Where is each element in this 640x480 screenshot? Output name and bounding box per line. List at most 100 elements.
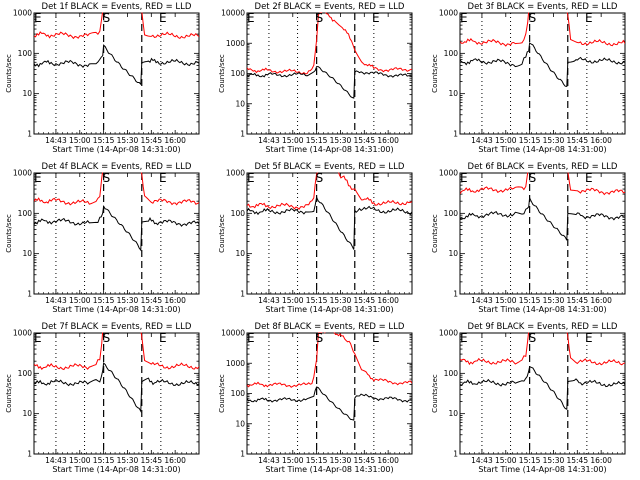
marker-e: E [460, 331, 468, 345]
marker-e: E [585, 331, 593, 345]
x-tick-label: 16:00 [164, 136, 186, 145]
y-tick-label: 10000 [221, 9, 245, 18]
marker-s: S [103, 331, 111, 345]
x-tick-label: 16:00 [164, 456, 186, 465]
panel-title: Det 2f BLACK = Events, RED = LLD [255, 2, 405, 12]
marker-e: E [372, 11, 380, 25]
marker-s: S [316, 331, 324, 345]
panel-det-4: Det 4f BLACK = Events, RED = LLD 1 10 100 10… [5, 162, 200, 314]
panel-det-8: Det 8f BLACK = Events, RED = LLD 1 10 100 10… [218, 322, 413, 474]
x-tick-label: 14:43 [471, 296, 493, 305]
y-tick-label: 10000 [221, 329, 245, 338]
y-axis-label: Counts/sec [5, 54, 13, 93]
x-axis-label: Start Time (14-Apr-08 14:31:00) [52, 305, 180, 314]
marker-e: E [159, 171, 167, 185]
x-tick-label: 15:15 [519, 456, 541, 465]
marker-e: E [247, 11, 255, 25]
x-tick-label: 15:30 [330, 456, 352, 465]
series-events-line [247, 195, 412, 250]
x-tick-label: 15:45 [140, 136, 162, 145]
x-axis-label: Start Time (14-Apr-08 14:31:00) [478, 145, 606, 154]
x-axis-label: Start Time (14-Apr-08 14:31:00) [478, 305, 606, 314]
y-tick-label: 100 [231, 209, 246, 218]
y-tick-label: 100 [444, 369, 459, 378]
x-tick-label: 14:43 [258, 136, 280, 145]
marker-e: E [34, 11, 42, 25]
x-tick-label: 15:45 [353, 136, 375, 145]
marker-e: E [34, 171, 42, 185]
marker-e: E [247, 171, 255, 185]
panel-title: Det 7f BLACK = Events, RED = LLD [42, 322, 192, 332]
y-tick-label: 1 [453, 290, 458, 299]
series-lld-line [34, 332, 199, 371]
marker-e: E [585, 171, 593, 185]
x-tick-label: 15:45 [140, 456, 162, 465]
y-tick-label: 10 [22, 409, 32, 418]
series-lld-line [247, 12, 412, 75]
panel-det-7: Det 7f BLACK = Events, RED = LLD 1 10 100 10… [5, 322, 200, 474]
y-tick-label: 100 [18, 369, 33, 378]
y-axis-label: Counts/sec [218, 54, 226, 93]
series-events-line [34, 362, 199, 413]
x-tick-label: 15:00 [282, 296, 304, 305]
panel-title: Det 8f BLACK = Events, RED = LLD [255, 322, 405, 332]
panel-det-6: Det 6f BLACK = Events, RED = LLD 1 10 100 10… [431, 162, 626, 314]
x-tick-label: 15:30 [117, 296, 139, 305]
x-tick-label: 16:00 [590, 456, 612, 465]
panel-title: Det 1f BLACK = Events, RED = LLD [42, 2, 192, 12]
y-tick-label: 10 [22, 249, 32, 258]
y-tick-label: 1 [27, 130, 32, 139]
y-axis-label: Counts/sec [218, 374, 226, 413]
x-tick-label: 15:00 [69, 296, 91, 305]
y-axis-label: Counts/sec [431, 54, 439, 93]
x-tick-label: 14:43 [471, 456, 493, 465]
panel-det-3: Det 3f BLACK = Events, RED = LLD 1 10 100 10… [431, 2, 626, 154]
x-axis-label: Start Time (14-Apr-08 14:31:00) [52, 465, 180, 474]
x-tick-label: 15:15 [306, 456, 328, 465]
plot-frame [33, 332, 200, 455]
marker-s: S [103, 171, 111, 185]
x-tick-label: 15:00 [282, 136, 304, 145]
x-tick-label: 15:30 [330, 136, 352, 145]
marker-e: E [585, 11, 593, 25]
x-tick-label: 14:43 [258, 296, 280, 305]
y-axis-label: Counts/sec [431, 374, 439, 413]
y-tick-label: 1000 [13, 9, 32, 18]
x-tick-label: 15:15 [519, 136, 541, 145]
x-axis-label: Start Time (14-Apr-08 14:31:00) [478, 465, 606, 474]
series-events-line [460, 366, 625, 410]
y-tick-label: 100 [444, 209, 459, 218]
x-axis-label: Start Time (14-Apr-08 14:31:00) [265, 305, 393, 314]
series-events-line [34, 44, 199, 86]
panel-title: Det 9f BLACK = Events, RED = LLD [468, 322, 618, 332]
y-tick-label: 1 [453, 130, 458, 139]
y-tick-label: 1000 [226, 39, 245, 48]
y-axis-label: Counts/sec [218, 214, 226, 253]
series-events-line [34, 205, 199, 252]
y-tick-label: 1000 [439, 9, 458, 18]
marker-e: E [159, 11, 167, 25]
plot-frame [459, 332, 626, 455]
marker-s: S [103, 11, 111, 25]
series-events-line [247, 66, 412, 99]
y-tick-label: 100 [18, 49, 33, 58]
x-tick-label: 15:30 [543, 456, 565, 465]
panel-title: Det 5f BLACK = Events, RED = LLD [255, 162, 405, 172]
x-tick-label: 15:30 [117, 456, 139, 465]
x-tick-label: 16:00 [377, 456, 399, 465]
x-tick-label: 15:45 [353, 296, 375, 305]
x-tick-label: 15:45 [566, 456, 588, 465]
x-tick-label: 15:30 [330, 296, 352, 305]
y-tick-label: 100 [231, 389, 246, 398]
y-tick-label: 1000 [226, 169, 245, 178]
x-tick-label: 16:00 [590, 296, 612, 305]
y-tick-label: 100 [231, 69, 246, 78]
x-tick-label: 16:00 [590, 136, 612, 145]
x-tick-label: 15:00 [495, 136, 517, 145]
series-lld-line [460, 12, 625, 47]
series-events-line [247, 386, 412, 421]
x-tick-label: 15:30 [543, 136, 565, 145]
marker-e: E [159, 331, 167, 345]
series-lld-line [460, 332, 625, 366]
